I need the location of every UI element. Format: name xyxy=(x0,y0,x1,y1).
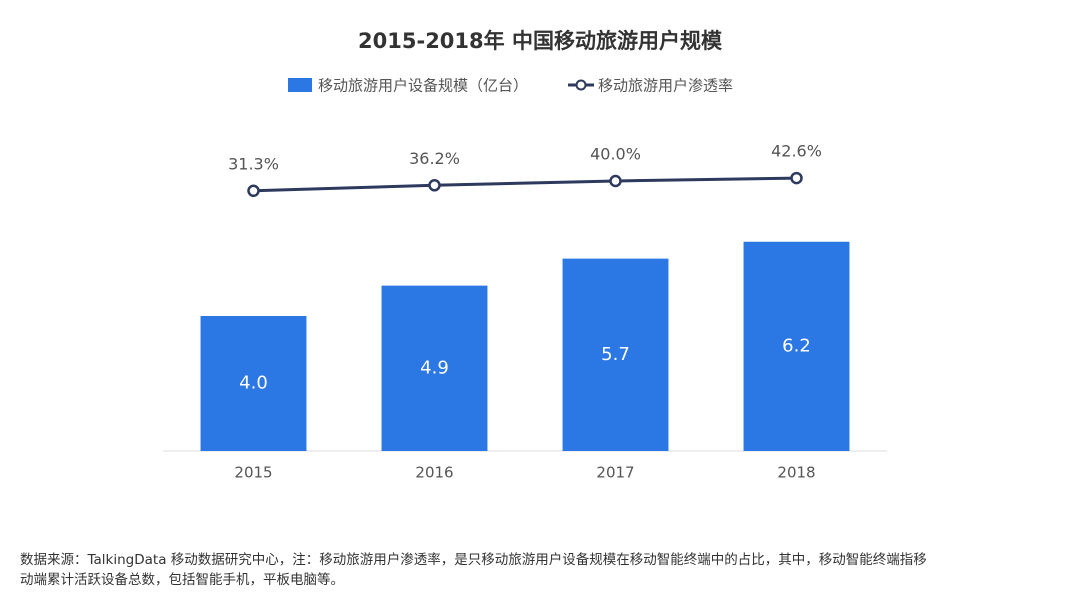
bar xyxy=(562,258,669,451)
legend-swatch xyxy=(288,78,312,92)
line-value-label: 40.0% xyxy=(590,145,641,164)
bar xyxy=(743,241,850,451)
bar xyxy=(200,316,307,451)
bar-value-label: 4.9 xyxy=(420,357,449,378)
legend-label: 移动旅游用户设备规模（亿台） xyxy=(318,77,528,95)
legend-swatch xyxy=(575,79,587,91)
line-point xyxy=(428,179,441,192)
bar xyxy=(381,285,488,451)
line-point xyxy=(609,174,622,188)
x-tick-label: 2017 xyxy=(596,464,634,482)
footnote: 动端累计活跃设备总数，包括智能手机，平板电脑等。 xyxy=(20,571,344,588)
line-value-label: 36.2% xyxy=(409,149,460,168)
footnote: 数据来源：TalkingData 移动数据研究中心，注：移动旅游用户渗透率，是只… xyxy=(20,551,927,568)
x-tick-label: 2015 xyxy=(234,464,272,482)
x-tick-label: 2018 xyxy=(777,464,815,482)
line-point xyxy=(247,184,260,198)
x-tick-label: 2016 xyxy=(415,464,453,482)
legend-label: 移动旅游用户渗透率 xyxy=(598,77,733,95)
chart-title: 2015-2018年 中国移动旅游用户规模 xyxy=(358,29,723,53)
line-point xyxy=(790,171,803,185)
bar-value-label: 4.0 xyxy=(239,373,268,394)
bar-value-label: 5.7 xyxy=(601,344,630,365)
line xyxy=(253,176,797,193)
bar-value-label: 6.2 xyxy=(782,335,811,356)
line-value-label: 31.3% xyxy=(228,154,279,173)
line-value-label: 42.6% xyxy=(771,142,822,161)
